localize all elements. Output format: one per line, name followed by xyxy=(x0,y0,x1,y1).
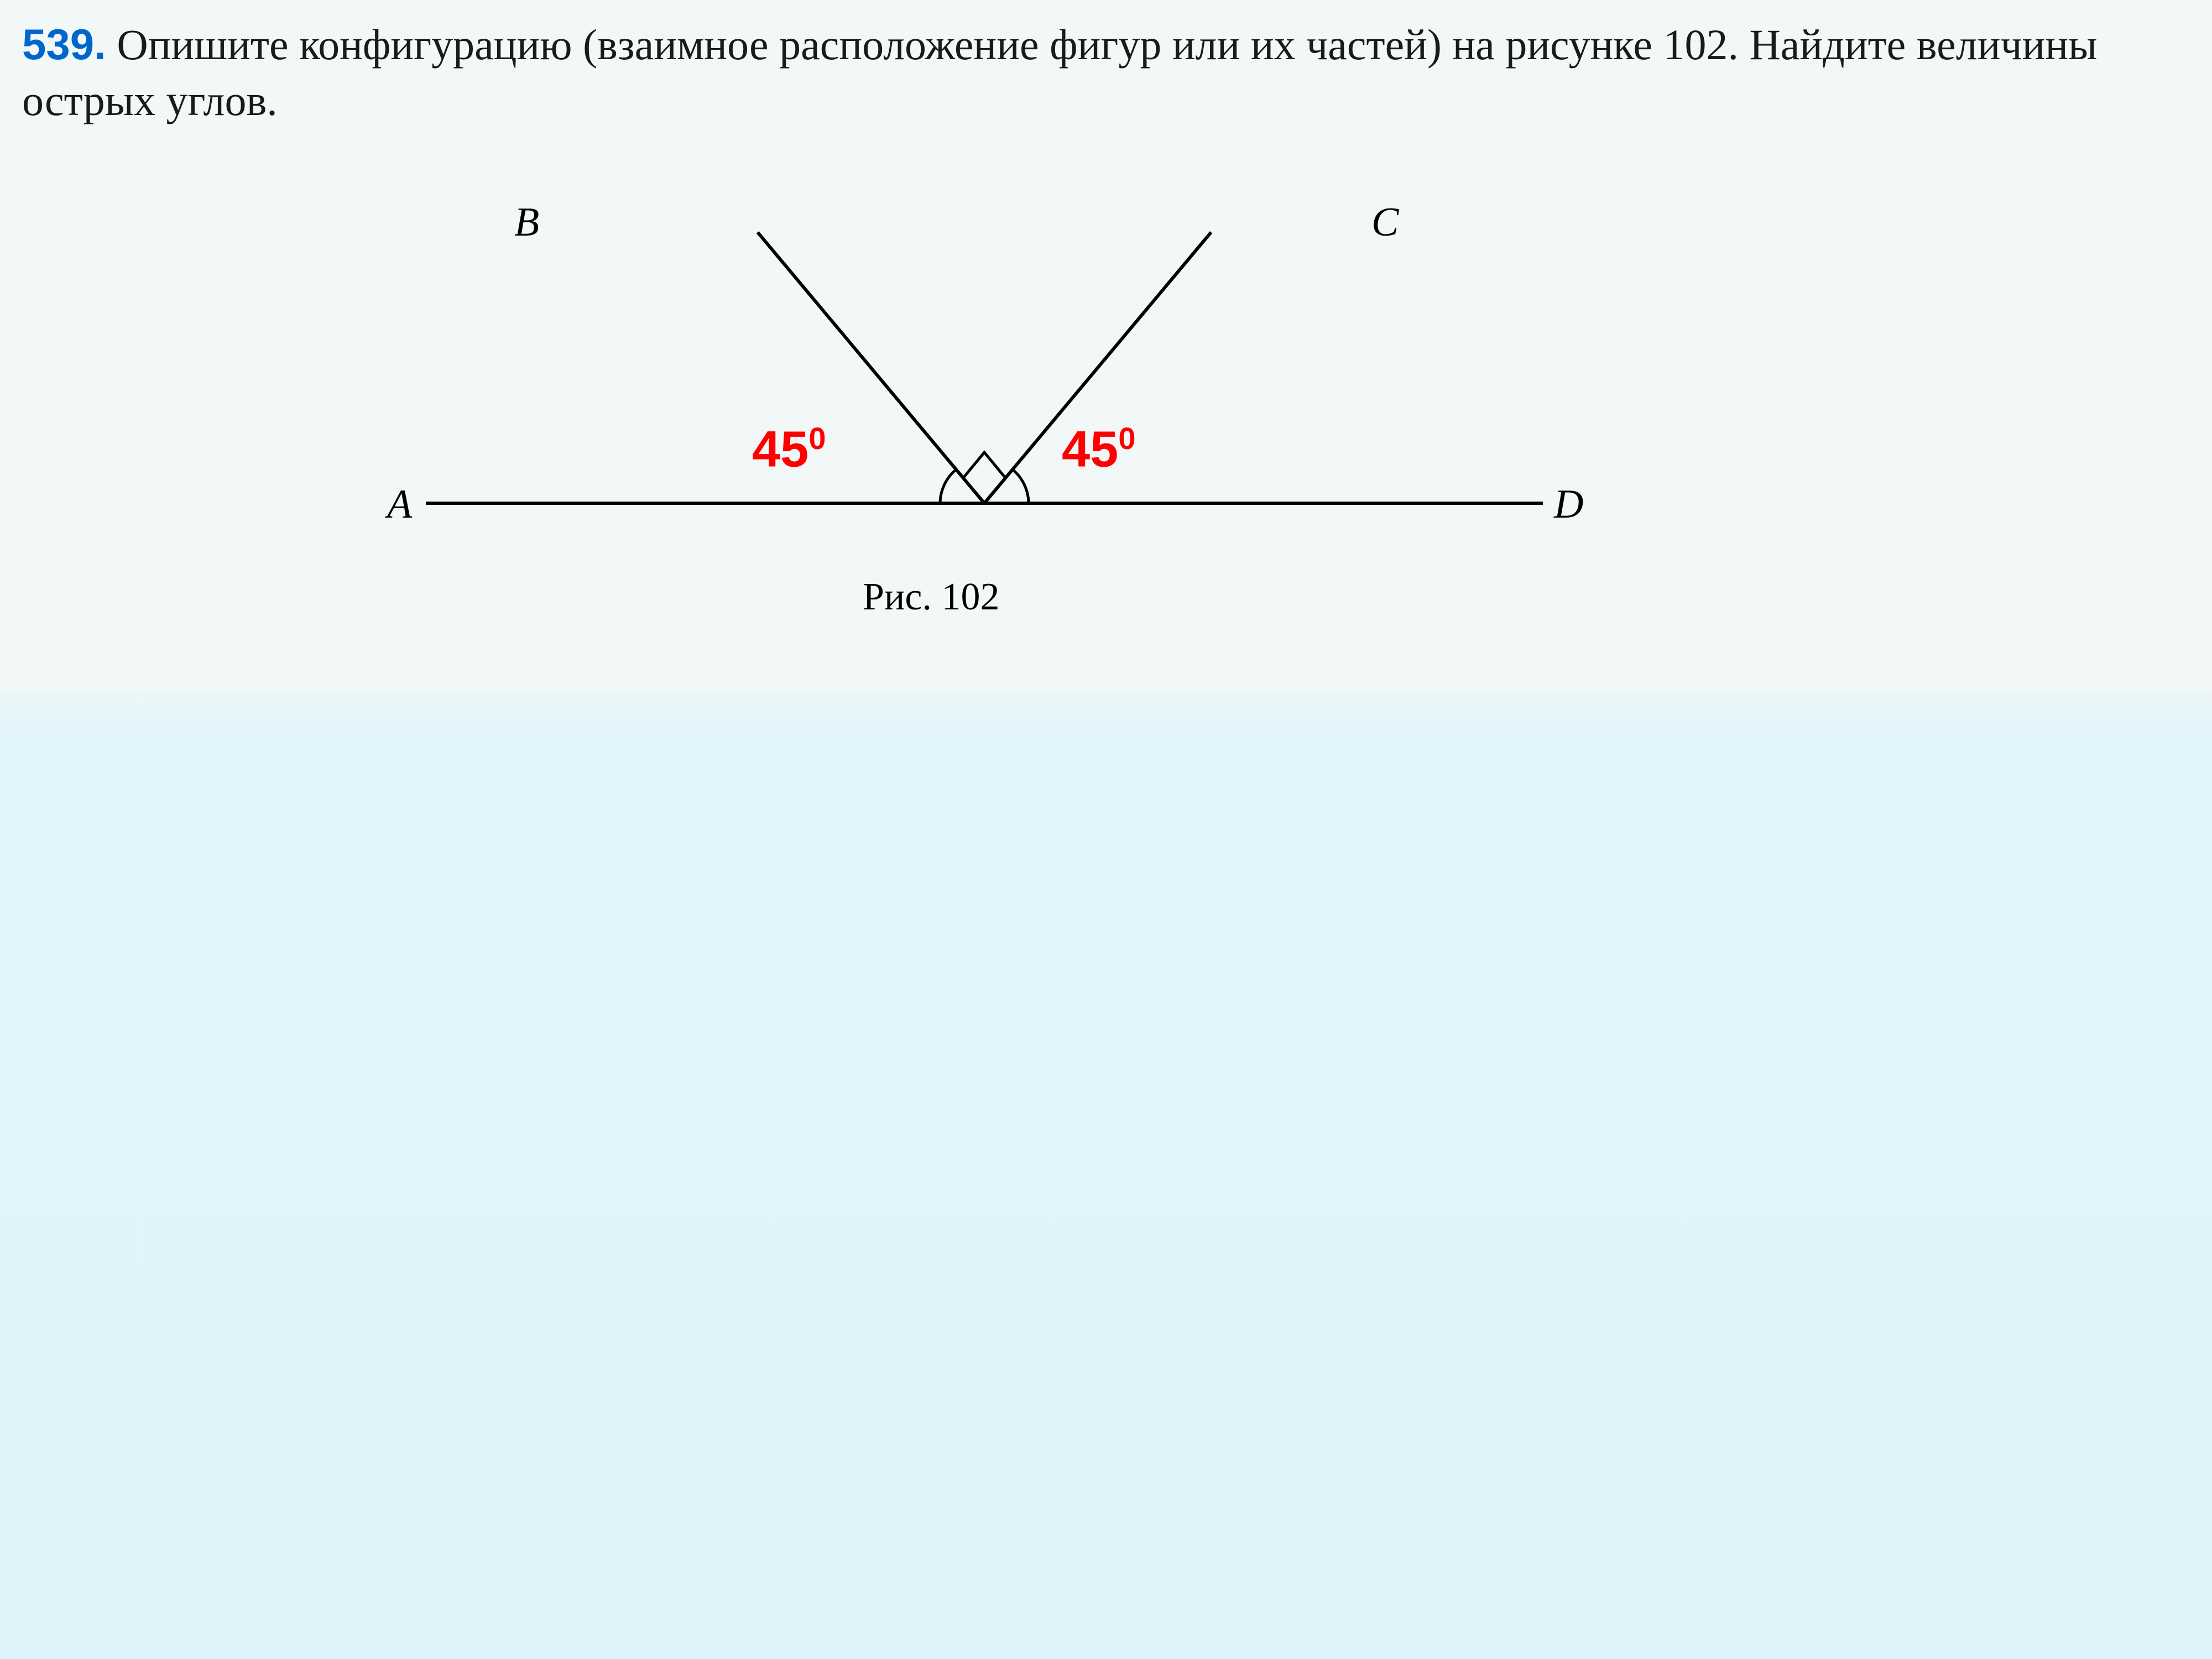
angle-right-unit: 0 xyxy=(1118,421,1135,456)
label-D: D xyxy=(1554,481,1583,528)
figure-container: A D B C 450 450 Рис. 102 xyxy=(332,188,1880,686)
arc-right xyxy=(1013,469,1029,503)
angle-right-value: 45 xyxy=(1062,421,1118,478)
problem-area: 539. Опишите конфигурацию (взаимное расп… xyxy=(0,0,2212,691)
angle-left: 450 xyxy=(752,420,826,479)
angle-left-value: 45 xyxy=(752,421,808,478)
figure-caption: Рис. 102 xyxy=(863,575,999,619)
angle-left-unit: 0 xyxy=(808,421,826,456)
problem-number: 539. xyxy=(22,20,106,69)
label-A: A xyxy=(387,481,412,528)
right-angle-marker xyxy=(963,452,1005,478)
problem-text: 539. Опишите конфигурацию (взаимное расп… xyxy=(22,17,2190,129)
label-B: B xyxy=(514,199,539,246)
arc-left xyxy=(940,469,956,503)
angle-right: 450 xyxy=(1062,420,1136,479)
label-C: C xyxy=(1371,199,1399,246)
problem-body: Опишите конфигурацию (взаимное расположе… xyxy=(22,20,2098,124)
